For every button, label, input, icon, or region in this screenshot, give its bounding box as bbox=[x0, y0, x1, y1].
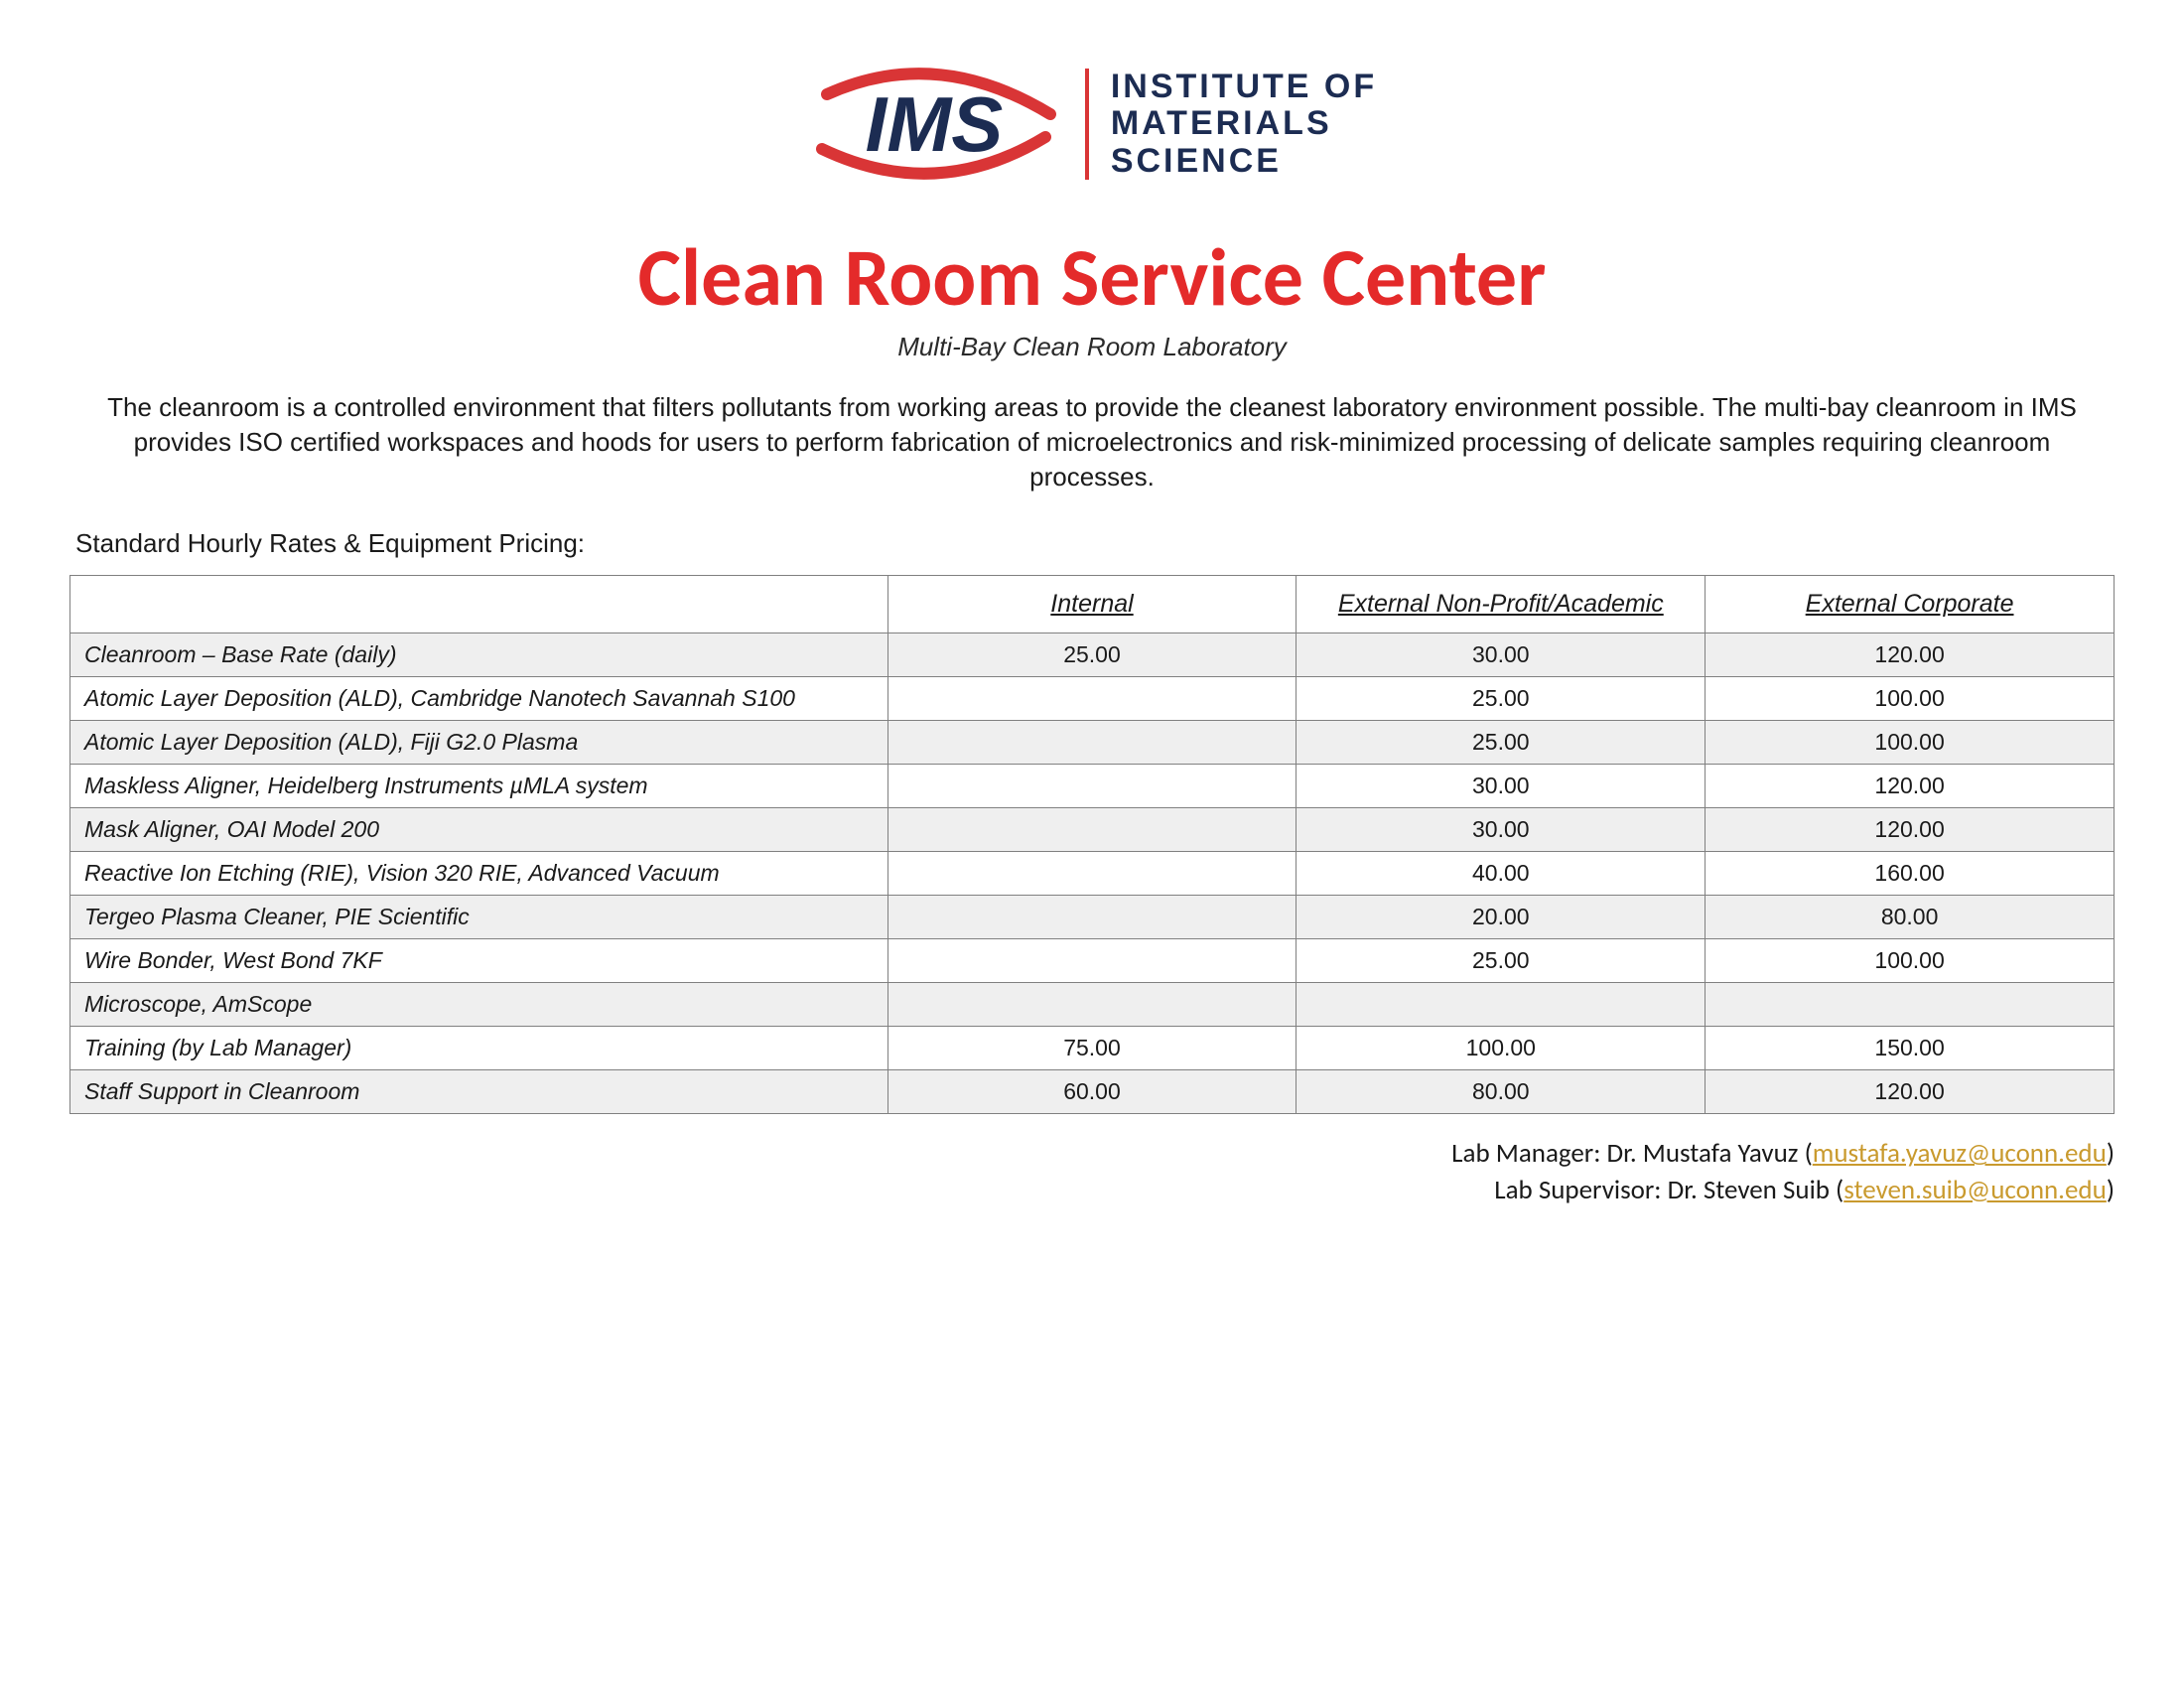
table-header-internal: Internal bbox=[887, 576, 1297, 633]
table-row: Atomic Layer Deposition (ALD), Fiji G2.0… bbox=[70, 721, 2115, 765]
cell-value bbox=[887, 765, 1297, 808]
cell-value: 40.00 bbox=[1297, 852, 1706, 896]
cell-value: 60.00 bbox=[887, 1070, 1297, 1114]
logo-text-block: INSTITUTE OF MATERIALS SCIENCE bbox=[1085, 69, 1377, 180]
table-row: Reactive Ion Etching (RIE), Vision 320 R… bbox=[70, 852, 2115, 896]
table-row: Cleanroom – Base Rate (daily)25.0030.001… bbox=[70, 633, 2115, 677]
cell-value bbox=[887, 983, 1297, 1027]
lab-supervisor-line: Lab Supervisor: Dr. Steven Suib (steven.… bbox=[69, 1173, 2115, 1208]
cell-value bbox=[887, 808, 1297, 852]
table-row: Maskless Aligner, Heidelberg Instruments… bbox=[70, 765, 2115, 808]
row-label: Atomic Layer Deposition (ALD), Cambridge… bbox=[70, 677, 888, 721]
cell-value bbox=[887, 896, 1297, 939]
cell-value: 100.00 bbox=[1297, 1027, 1706, 1070]
logo-line-2: MATERIALS bbox=[1111, 105, 1377, 142]
cell-value: 120.00 bbox=[1706, 765, 2115, 808]
table-row: Mask Aligner, OAI Model 200 30.00120.00 bbox=[70, 808, 2115, 852]
table-header-external-nonprofit: External Non-Profit/Academic bbox=[1297, 576, 1706, 633]
row-label: Training (by Lab Manager) bbox=[70, 1027, 888, 1070]
cell-value bbox=[887, 721, 1297, 765]
cell-value: 100.00 bbox=[1706, 677, 2115, 721]
row-label: Reactive Ion Etching (RIE), Vision 320 R… bbox=[70, 852, 888, 896]
page-title: Clean Room Service Center bbox=[69, 228, 2115, 328]
table-header-row: Internal External Non-Profit/Academic Ex… bbox=[70, 576, 2115, 633]
row-label: Mask Aligner, OAI Model 200 bbox=[70, 808, 888, 852]
section-label: Standard Hourly Rates & Equipment Pricin… bbox=[75, 528, 2115, 559]
cell-value bbox=[887, 852, 1297, 896]
lab-manager-label: Lab Manager: Dr. Mustafa Yavuz bbox=[1451, 1137, 1798, 1170]
page-subtitle: Multi-Bay Clean Room Laboratory bbox=[69, 332, 2115, 362]
row-label: Atomic Layer Deposition (ALD), Fiji G2.0… bbox=[70, 721, 888, 765]
logo-line-3: SCIENCE bbox=[1111, 143, 1377, 180]
row-label: Maskless Aligner, Heidelberg Instruments… bbox=[70, 765, 888, 808]
table-header-blank bbox=[70, 576, 888, 633]
logo-mark: IMS bbox=[807, 60, 1065, 189]
cell-value bbox=[1297, 983, 1706, 1027]
pricing-table: Internal External Non-Profit/Academic Ex… bbox=[69, 575, 2115, 1114]
row-label: Wire Bonder, West Bond 7KF bbox=[70, 939, 888, 983]
lab-supervisor-email-link[interactable]: steven.suib@uconn.edu bbox=[1843, 1174, 2107, 1206]
logo-line-1: INSTITUTE OF bbox=[1111, 69, 1377, 105]
description-paragraph: The cleanroom is a controlled environmen… bbox=[69, 390, 2115, 494]
cell-value: 80.00 bbox=[1297, 1070, 1706, 1114]
cell-value: 100.00 bbox=[1706, 721, 2115, 765]
cell-value: 30.00 bbox=[1297, 808, 1706, 852]
cell-value: 25.00 bbox=[1297, 721, 1706, 765]
table-row: Wire Bonder, West Bond 7KF 25.00100.00 bbox=[70, 939, 2115, 983]
cell-value: 20.00 bbox=[1297, 896, 1706, 939]
table-row: Training (by Lab Manager)75.00100.00150.… bbox=[70, 1027, 2115, 1070]
cell-value: 160.00 bbox=[1706, 852, 2115, 896]
contacts-block: Lab Manager: Dr. Mustafa Yavuz (mustafa.… bbox=[69, 1136, 2115, 1208]
row-label: Microscope, AmScope bbox=[70, 983, 888, 1027]
lab-supervisor-label: Lab Supervisor: Dr. Steven Suib bbox=[1494, 1174, 1830, 1206]
cell-value: 120.00 bbox=[1706, 808, 2115, 852]
table-row: Tergeo Plasma Cleaner, PIE Scientific 20.… bbox=[70, 896, 2115, 939]
logo-acronym-text: IMS bbox=[865, 80, 1003, 168]
cell-value: 25.00 bbox=[887, 633, 1297, 677]
cell-value: 80.00 bbox=[1706, 896, 2115, 939]
cell-value: 100.00 bbox=[1706, 939, 2115, 983]
cell-value: 25.00 bbox=[1297, 939, 1706, 983]
cell-value bbox=[887, 677, 1297, 721]
cell-value: 25.00 bbox=[1297, 677, 1706, 721]
cell-value: 120.00 bbox=[1706, 633, 2115, 677]
row-label: Tergeo Plasma Cleaner, PIE Scientific bbox=[70, 896, 888, 939]
table-header-external-corporate: External Corporate bbox=[1706, 576, 2115, 633]
lab-manager-line: Lab Manager: Dr. Mustafa Yavuz (mustafa.… bbox=[69, 1136, 2115, 1172]
cell-value: 30.00 bbox=[1297, 633, 1706, 677]
cell-value: 120.00 bbox=[1706, 1070, 2115, 1114]
cell-value bbox=[1706, 983, 2115, 1027]
page: IMS INSTITUTE OF MATERIALS SCIENCE Clean… bbox=[0, 0, 2184, 1688]
logo-area: IMS INSTITUTE OF MATERIALS SCIENCE bbox=[69, 60, 2115, 189]
lab-manager-email-link[interactable]: mustafa.yavuz@uconn.edu bbox=[1813, 1137, 2107, 1170]
table-row: Staff Support in Cleanroom60.0080.00120.… bbox=[70, 1070, 2115, 1114]
cell-value: 150.00 bbox=[1706, 1027, 2115, 1070]
row-label: Cleanroom – Base Rate (daily) bbox=[70, 633, 888, 677]
cell-value bbox=[887, 939, 1297, 983]
cell-value: 30.00 bbox=[1297, 765, 1706, 808]
row-label: Staff Support in Cleanroom bbox=[70, 1070, 888, 1114]
table-row: Atomic Layer Deposition (ALD), Cambridge… bbox=[70, 677, 2115, 721]
table-row: Microscope, AmScope bbox=[70, 983, 2115, 1027]
cell-value: 75.00 bbox=[887, 1027, 1297, 1070]
